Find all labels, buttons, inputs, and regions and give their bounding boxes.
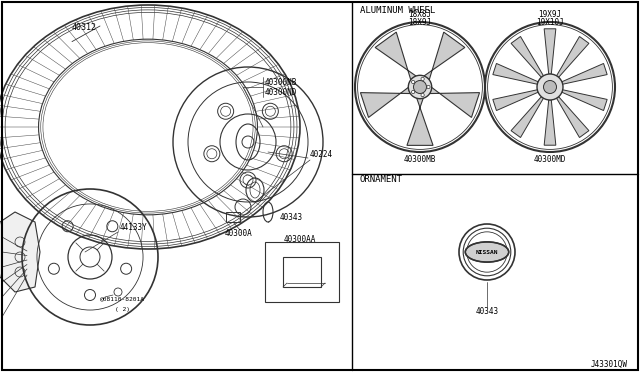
Text: 40224: 40224 [310,150,333,158]
Text: NISSAN: NISSAN [476,250,499,254]
Text: 19X9J: 19X9J [538,10,561,19]
Text: 44133Y: 44133Y [120,222,148,231]
Polygon shape [557,36,589,77]
Text: 40300MB: 40300MB [404,154,436,164]
Text: 40300ND: 40300ND [265,87,298,96]
Circle shape [412,90,415,94]
Text: 40300A: 40300A [225,228,253,237]
Polygon shape [544,100,556,145]
Circle shape [543,80,557,93]
Circle shape [421,93,424,97]
Polygon shape [407,98,433,145]
Polygon shape [0,212,40,292]
Circle shape [413,80,426,93]
Text: ( 2): ( 2) [115,307,130,311]
Text: 40343: 40343 [476,308,499,317]
Bar [226,212,240,222]
Text: 40343: 40343 [280,212,303,221]
Bar [283,257,321,287]
Text: 40300NB: 40300NB [265,77,298,87]
Polygon shape [429,87,479,118]
Circle shape [412,80,415,84]
Text: 19X10J: 19X10J [536,17,564,26]
Polygon shape [511,97,543,138]
Circle shape [408,75,432,99]
Text: 40312: 40312 [72,22,97,32]
Bar [265,242,339,302]
Circle shape [421,77,424,81]
Text: J43301QW: J43301QW [591,359,628,369]
Text: ALUMINUM WHEEL: ALUMINUM WHEEL [360,6,435,15]
Text: @08110-8201A: @08110-8201A [100,296,145,301]
Polygon shape [557,97,589,138]
Polygon shape [493,90,538,110]
Polygon shape [562,64,607,84]
Text: 18X8J: 18X8J [408,10,431,19]
Text: 40300MD: 40300MD [534,154,566,164]
Polygon shape [375,32,416,80]
Polygon shape [360,87,410,118]
Text: 18X9J: 18X9J [408,17,431,26]
Text: ORNAMENT: ORNAMENT [360,174,403,183]
Circle shape [427,86,430,89]
Circle shape [537,74,563,100]
Ellipse shape [465,242,509,262]
Polygon shape [544,29,556,74]
Polygon shape [562,90,607,110]
Polygon shape [511,36,543,77]
Polygon shape [424,32,465,80]
Polygon shape [493,64,538,84]
Text: 40300AA: 40300AA [284,234,316,244]
